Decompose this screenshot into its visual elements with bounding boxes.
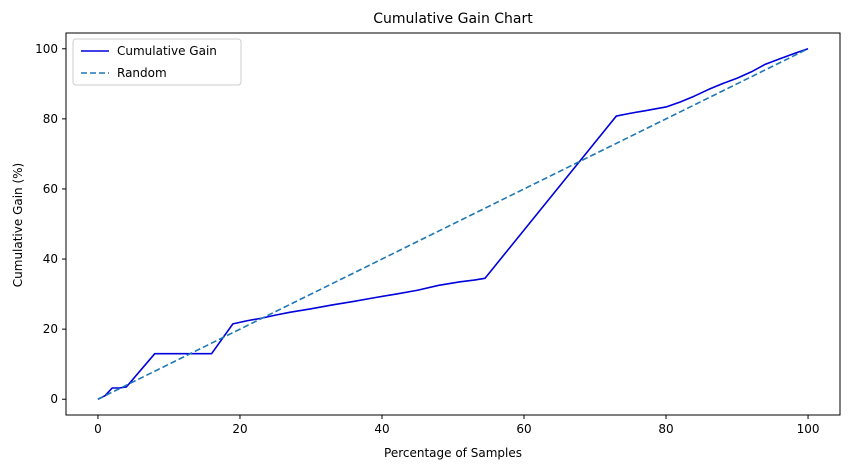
plot-area [65,32,841,416]
legend-label: Random [117,66,167,80]
legend: Cumulative Gain Random [72,38,242,86]
series-layer [97,48,809,400]
x-tick-label: 80 [658,422,673,436]
y-tick-label: 20 [43,322,58,336]
chart-title: Cumulative Gain Chart [373,11,533,27]
legend-label: Cumulative Gain [117,44,217,58]
y-tick-label: 40 [43,252,58,266]
x-tick-label: 0 [94,422,102,436]
legend-box [72,38,242,86]
y-tick-label: 100 [35,42,58,56]
x-tick-label: 20 [232,422,247,436]
cumulative-gain-line [97,48,809,400]
x-tick-label: 100 [797,422,820,436]
y-tick-label: 80 [43,112,58,126]
x-tick-label: 60 [516,422,531,436]
y-axis-label: Cumulative Gain (%) [11,163,25,287]
x-axis: 0 20 40 60 80 100 [94,415,819,436]
x-tick-label: 40 [374,422,389,436]
random-baseline-line [97,48,809,400]
y-tick-label: 0 [50,392,58,406]
y-tick-label: 60 [43,182,58,196]
y-axis: 0 20 40 60 80 100 [35,42,66,406]
plot-frame [65,32,841,416]
x-axis-label: Percentage of Samples [384,446,522,460]
